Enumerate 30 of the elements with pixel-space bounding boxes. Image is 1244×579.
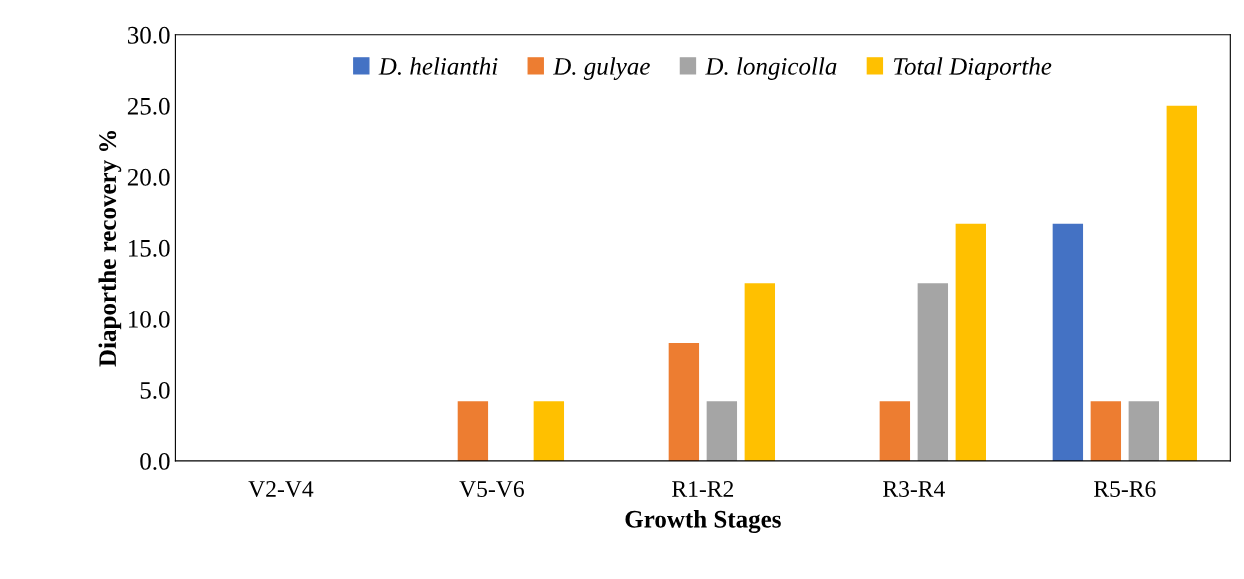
y-tick-label: 10.0	[128, 310, 170, 328]
bar	[917, 283, 949, 461]
bar	[706, 401, 738, 461]
x-tick-label: V2-V4	[248, 481, 314, 498]
bar	[1090, 401, 1122, 461]
bar	[1166, 105, 1197, 461]
y-tick-label: 30.0	[127, 26, 170, 44]
bar	[955, 223, 986, 461]
y-tick-label: 15.0	[128, 239, 170, 257]
y-axis-title: Diaporthe recovery %	[98, 130, 122, 367]
legend-label: D. longicolla	[705, 57, 837, 80]
x-tick-label: R1-R2	[672, 481, 734, 497]
y-tick-label: 0.0	[140, 452, 170, 470]
y-tick-label: 25.0	[127, 97, 170, 115]
bar	[668, 342, 700, 461]
bar	[457, 401, 489, 461]
legend-label: D. helianthi	[378, 57, 498, 75]
x-axis-title: Growth Stages	[625, 510, 781, 533]
x-tick-label: V5-V6	[459, 481, 524, 498]
legend-label: Total Diaporthe	[894, 57, 1052, 80]
x-tick-label: R3-R4	[883, 481, 945, 497]
bar	[1052, 223, 1084, 461]
y-tick-label: 20.0	[127, 168, 170, 186]
bar	[744, 283, 776, 461]
bar	[1128, 401, 1159, 461]
legend-label: D. gulyae	[552, 57, 650, 80]
y-tick-label: 5.0	[140, 381, 170, 399]
x-tick-label: R5-R6	[1094, 481, 1156, 497]
bar	[533, 401, 565, 461]
bar	[879, 401, 911, 461]
